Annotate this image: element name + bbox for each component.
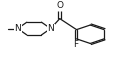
Text: O: O xyxy=(56,1,63,10)
Text: N: N xyxy=(47,24,54,33)
Text: N: N xyxy=(14,24,21,33)
Text: F: F xyxy=(73,40,78,49)
